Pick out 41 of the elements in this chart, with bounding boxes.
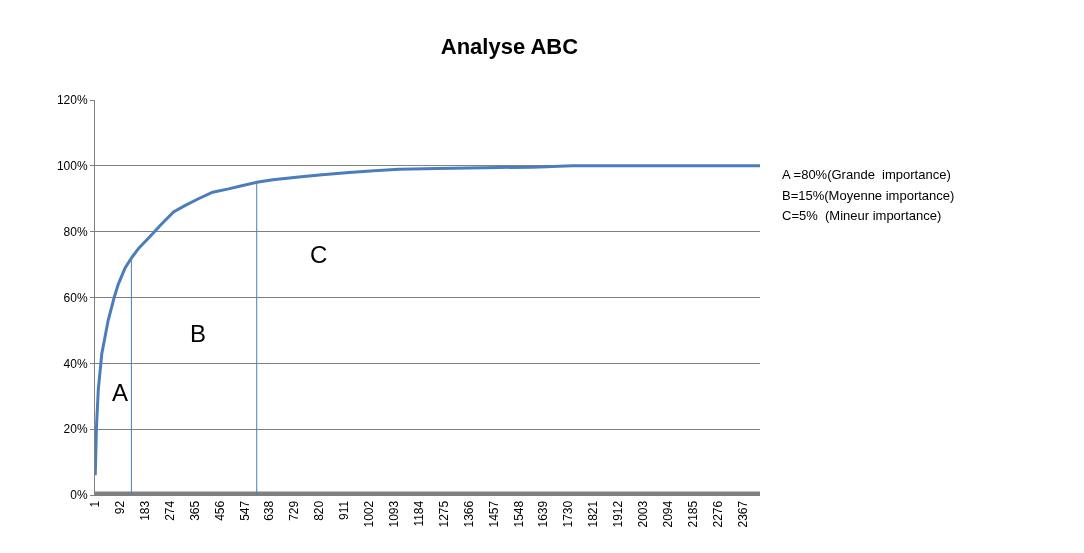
- annotation: B: [190, 320, 207, 347]
- y-tick-label: 80%: [63, 224, 88, 239]
- x-tick-label: 2185: [685, 500, 700, 528]
- annotation: C: [310, 241, 328, 268]
- x-tick-label: 1093: [387, 500, 402, 528]
- x-tick-label: 1: [88, 500, 103, 508]
- x-tick-label: 638: [262, 500, 277, 521]
- y-tick-label: 0%: [70, 488, 88, 503]
- x-tick-label: 1366: [461, 500, 476, 528]
- annotation: A: [112, 379, 129, 406]
- x-tick-label: 547: [237, 500, 252, 521]
- x-tick-label: 1002: [362, 500, 377, 528]
- text: A =80%(Grande importance): [782, 167, 951, 182]
- x-tick-label: 456: [212, 500, 227, 521]
- x-tick-label: 1184: [411, 500, 426, 527]
- x-tick-label: 1639: [536, 500, 551, 528]
- y-tick-label: 20%: [63, 422, 88, 437]
- chart-title: Analyse ABC: [440, 34, 579, 60]
- x-tick-label: 2276: [710, 500, 725, 528]
- x-tick-label: 1821: [586, 500, 601, 528]
- x-tick-label: 2094: [660, 500, 675, 528]
- x-tick-label: 274: [162, 500, 177, 521]
- x-tick-label: 820: [312, 500, 327, 521]
- x-tick-label: 183: [137, 500, 152, 521]
- x-tick-label: 1730: [561, 500, 576, 528]
- x-tick-label: 1548: [511, 500, 526, 528]
- y-tick-label: 60%: [63, 290, 88, 305]
- text: B=15%(Moyenne importance): [782, 188, 955, 203]
- x-tick-label: 2367: [735, 500, 750, 528]
- y-tick-label: 40%: [63, 356, 88, 371]
- x-tick-label: 92: [113, 500, 128, 515]
- y-tick-label: 100%: [56, 159, 88, 174]
- text: C=5% (Mineur importance): [782, 208, 942, 223]
- x-tick-label: 1275: [436, 500, 451, 528]
- x-tick-label: 1457: [486, 500, 501, 528]
- x-tick-label: 729: [287, 500, 302, 521]
- x-tick-label: 365: [187, 500, 202, 521]
- y-tick-label: 120%: [56, 93, 88, 108]
- x-tick-label: 1912: [611, 500, 626, 528]
- x-tick-label: 911: [337, 500, 352, 520]
- x-tick-label: 2003: [636, 500, 651, 528]
